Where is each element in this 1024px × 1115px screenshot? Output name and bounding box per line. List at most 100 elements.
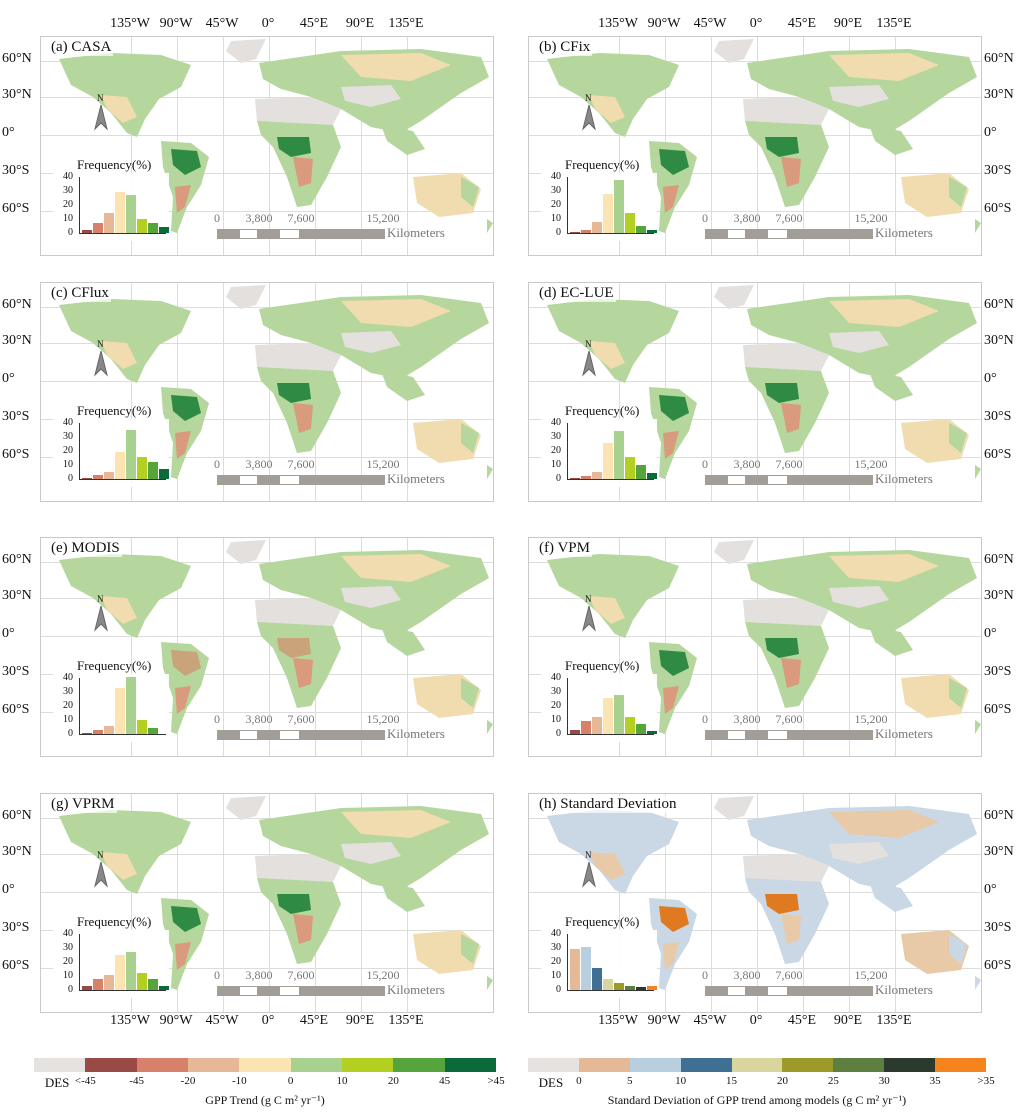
landmass-shape [949,934,967,964]
latitude-label: 60°S [984,201,1012,216]
scale-label: 15,200 [854,712,888,726]
longitude-label: 45°E [299,1013,329,1028]
gridline-lat [41,343,493,344]
scale-label: 0 [702,968,708,982]
north-arrow-head [94,861,108,888]
gridline-lon [131,794,132,1012]
scale-label: 7,600 [287,712,315,726]
scale-segment [279,730,301,740]
histogram-bar [93,978,103,990]
gridline-lat [529,674,981,675]
histogram-bar [581,946,591,990]
gridline-lon [619,794,620,1012]
latitude-label: 60°N [2,552,32,567]
legend-swatch [680,1058,733,1072]
scale-label: 0 [214,968,220,982]
map-panel: (f) VPM N Frequency(%) 40 30 20 10 0 0 3,800 7,600… [528,537,982,757]
scale-segment [257,730,281,740]
gridline-lat [41,173,493,174]
frequency-ytick: 10 [551,714,561,725]
legend-swatch [731,1058,784,1072]
histogram-bar [636,724,646,734]
landmass-shape [869,371,913,401]
scale-label: 7,600 [287,457,315,471]
scale-segment [767,229,789,239]
scale-segment [787,986,873,996]
gridline-lat [41,562,493,563]
histogram-bar [104,974,114,990]
scale-segment [745,730,769,740]
gridline-lon [361,794,362,1012]
histogram-bar [82,230,92,233]
landmass-shape [663,185,679,213]
legend-label: 20 [387,1075,399,1087]
scale-label: 0 [214,211,220,225]
landmass-shape [381,125,425,155]
histogram-bars [567,177,657,234]
longitude-label: 135°W [110,16,150,31]
histogram-bar [570,949,580,990]
frequency-title: Frequency(%) [565,403,640,418]
latitude-label: 60°N [984,552,1014,567]
frequency-ytick: 20 [63,700,73,711]
longitude-label: 135°E [876,1013,912,1028]
legend-swatch [290,1058,343,1072]
legend-standard-deviation: DES 0 5 10 15 20 25 30 35 >35 Standard Deviation o… [528,1058,995,1108]
landmass-shape [461,177,479,207]
landmass-shape [869,125,913,155]
landmass-shape [829,810,939,838]
gridline-lon [619,283,620,501]
scale-bar: 0 3,800 7,600 15,200 Kilometers [702,457,945,487]
legend-swatch [782,1058,835,1072]
histogram-bar [126,676,136,734]
latitude-label: 0° [984,882,997,897]
landmass-shape [589,596,625,624]
histogram-bar [603,978,613,990]
histogram-bar [647,731,657,734]
north-arrow-icon: N [93,339,109,377]
histogram-bar [159,985,169,990]
scale-segment [727,986,747,996]
scale-bar: 0 3,800 7,600 15,200 Kilometers [702,211,945,241]
gridline-lat [41,818,493,819]
scale-unit: Kilometers [387,726,445,741]
legend-label: 0 [576,1075,582,1087]
legend-label: 15 [726,1075,738,1087]
landmass-shape [589,95,625,123]
world-map [547,39,981,233]
north-arrow-icon: N [581,339,597,377]
frequency-ytick: 20 [551,956,561,967]
frequency-histogram: 40 30 20 10 0 [541,417,657,487]
legend-label: DES [44,1075,70,1090]
histogram-bar [625,456,635,479]
gridline-lon [849,794,850,1012]
gridline-lon [361,37,362,255]
gridline-lat [41,712,493,713]
world-map [59,540,493,734]
histogram-bar [603,193,613,233]
histogram-bar [581,230,591,233]
scale-label: 0 [214,457,220,471]
longitude-label: 0° [261,1013,275,1028]
legend-label: 30 [878,1075,890,1087]
frequency-ytick: 30 [551,185,561,196]
latitude-label: 0° [984,371,997,386]
gridline-lat [529,562,981,563]
frequency-ytick: 30 [551,942,561,953]
gridline-lat [41,419,493,420]
landmass-shape [255,598,341,630]
legend-swatch [444,1058,497,1072]
legend-label: 10 [336,1075,348,1087]
frequency-ytick: 40 [551,417,561,428]
north-label: N [585,594,592,604]
latitude-label: 60°N [2,297,32,312]
gridline-lat [529,854,981,855]
histogram-bar [636,226,646,233]
scale-segment [705,986,729,996]
histogram-bar [581,476,591,479]
gridline-lon [849,37,850,255]
map-panel: (d) EC-LUE N Frequency(%) 40 30 20 10 0 0 3,800 7,… [528,282,982,502]
scale-segment [279,986,301,996]
landmass-shape [829,85,889,107]
histogram-bar [148,223,158,233]
